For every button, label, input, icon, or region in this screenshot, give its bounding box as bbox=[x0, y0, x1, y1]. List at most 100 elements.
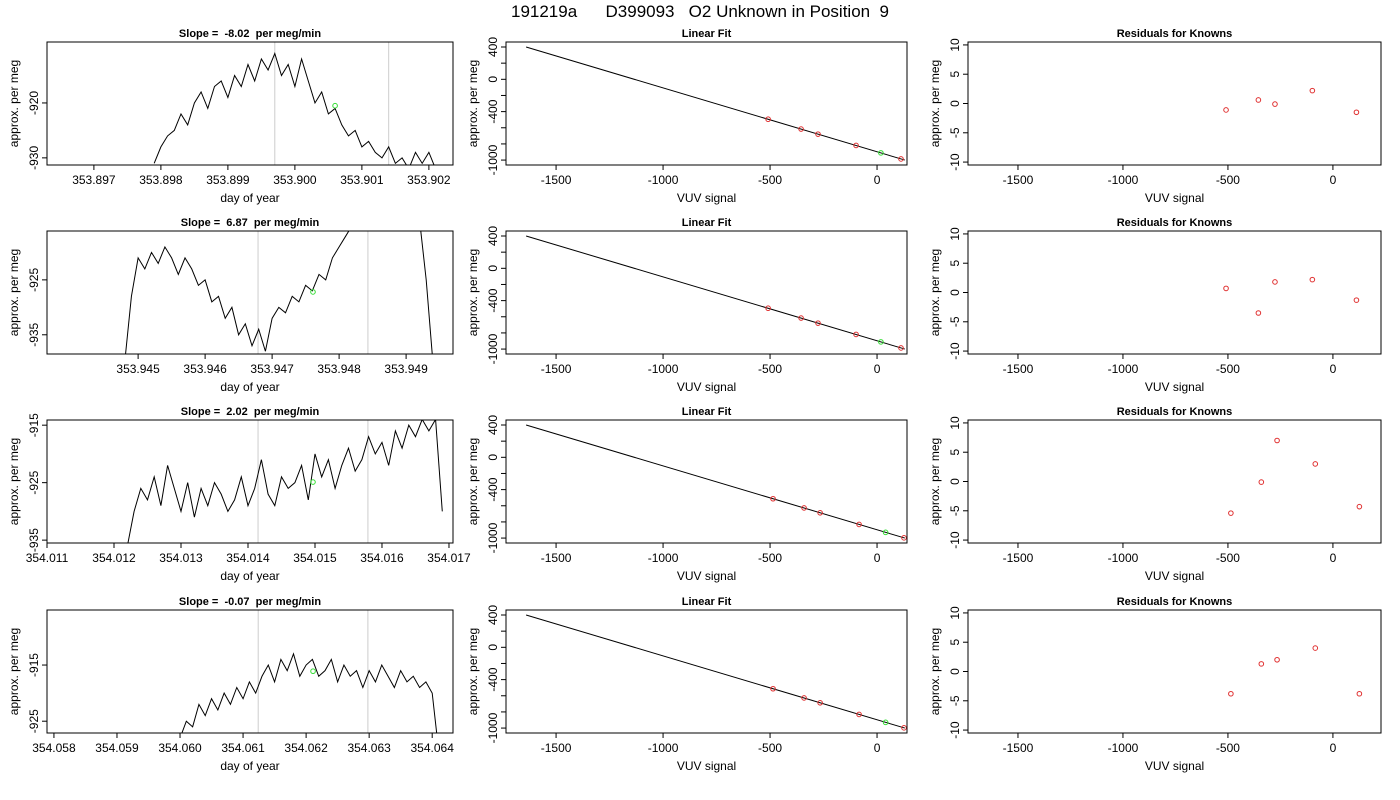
plot-area bbox=[525, 235, 906, 351]
x-tick-label: -500 bbox=[758, 551, 782, 565]
y-axis-label: approx. per meg bbox=[466, 60, 480, 147]
point bbox=[1356, 503, 1363, 510]
x-tick-label: -1000 bbox=[648, 362, 679, 376]
x-tick-label: 354.012 bbox=[92, 551, 136, 565]
plot-area bbox=[125, 231, 433, 354]
x-tick-label: -1000 bbox=[1108, 551, 1139, 565]
x-tick-label: -500 bbox=[1216, 741, 1240, 755]
x-axis-label: VUV signal bbox=[1145, 380, 1204, 394]
x-tick-label: 354.061 bbox=[221, 741, 265, 755]
point bbox=[1312, 461, 1319, 467]
y-axis-label: approx. per meg bbox=[928, 60, 942, 147]
point bbox=[1309, 276, 1316, 283]
unknown-point bbox=[878, 150, 884, 156]
point bbox=[898, 156, 904, 162]
x-tick-label: -500 bbox=[758, 173, 782, 187]
point bbox=[1258, 661, 1265, 667]
x-tick-label: -1500 bbox=[1003, 362, 1034, 376]
y-tick-label: 400 bbox=[486, 226, 500, 246]
x-tick-label: 0 bbox=[1330, 551, 1337, 565]
y-axis-label: approx. per meg bbox=[7, 438, 21, 525]
point bbox=[1274, 656, 1280, 663]
y-tick-label: -5 bbox=[948, 695, 962, 706]
plot-area bbox=[1228, 645, 1363, 697]
plot-frame bbox=[505, 609, 908, 734]
unknown-point bbox=[882, 529, 889, 536]
y-tick-label: -400 bbox=[486, 99, 500, 123]
unknown-point bbox=[332, 102, 338, 109]
y-tick-label: 5 bbox=[948, 71, 962, 78]
y-tick-label: -10 bbox=[948, 531, 962, 549]
point bbox=[1309, 87, 1316, 94]
x-axis-label: VUV signal bbox=[677, 759, 736, 773]
point bbox=[1272, 279, 1278, 285]
y-tick-label: -1000 bbox=[486, 522, 500, 553]
point bbox=[1255, 310, 1262, 316]
x-tick-label: -1000 bbox=[1108, 741, 1139, 755]
x-tick-label: -1500 bbox=[541, 362, 572, 376]
point bbox=[1255, 97, 1262, 103]
y-tick-label: 400 bbox=[486, 415, 500, 435]
y-tick-label: 10 bbox=[948, 416, 962, 430]
y-axis-label: approx. per meg bbox=[928, 249, 942, 336]
y-tick-label: -1000 bbox=[486, 144, 500, 175]
x-axis-label: VUV signal bbox=[677, 191, 736, 205]
y-tick-label: 10 bbox=[948, 606, 962, 620]
plot-area bbox=[153, 42, 435, 165]
y-axis-label: approx. per meg bbox=[928, 628, 942, 715]
point bbox=[798, 126, 804, 132]
y-tick-label: 400 bbox=[486, 605, 500, 625]
x-tick-label: 0 bbox=[874, 362, 881, 376]
y-tick-label: 0 bbox=[486, 454, 500, 461]
point bbox=[815, 320, 821, 326]
point bbox=[1353, 297, 1360, 303]
panel-title: Residuals for Knowns bbox=[1117, 217, 1233, 229]
x-tick-label: -1000 bbox=[648, 173, 679, 187]
y-tick-label: -5 bbox=[948, 127, 962, 138]
plot-frame bbox=[967, 609, 1382, 734]
plot-area bbox=[1228, 437, 1363, 516]
x-tick-label: 354.063 bbox=[347, 741, 391, 755]
x-axis-label: day of year bbox=[220, 759, 279, 773]
point bbox=[817, 509, 823, 516]
x-tick-label: -500 bbox=[1216, 173, 1240, 187]
x-tick-label: -1500 bbox=[1003, 551, 1034, 565]
plot-frame bbox=[46, 41, 454, 166]
point bbox=[1223, 285, 1229, 292]
fit-line bbox=[525, 235, 906, 350]
x-tick-label: 353.900 bbox=[273, 173, 317, 187]
panel-title: Slope = -0.07 per meg/min bbox=[179, 596, 321, 608]
y-tick-label: -400 bbox=[486, 667, 500, 691]
x-tick-label: 0 bbox=[1330, 173, 1337, 187]
unknown-point bbox=[310, 289, 316, 295]
point bbox=[765, 305, 771, 312]
plot-frame bbox=[505, 41, 908, 166]
y-tick-label: -10 bbox=[948, 153, 962, 171]
panel-title: Linear Fit bbox=[682, 406, 732, 418]
x-axis-label: VUV signal bbox=[1145, 759, 1204, 773]
unknown-point bbox=[310, 668, 316, 675]
plot-frame bbox=[46, 609, 454, 734]
plot-area bbox=[525, 46, 906, 162]
x-tick-label: 354.059 bbox=[95, 741, 139, 755]
point bbox=[1353, 109, 1360, 116]
point bbox=[1274, 437, 1280, 444]
y-tick-label: 10 bbox=[948, 227, 962, 241]
panel-title: Linear Fit bbox=[682, 217, 732, 229]
point bbox=[1228, 510, 1234, 516]
x-tick-label: -1500 bbox=[541, 741, 572, 755]
x-tick-label: -1000 bbox=[648, 741, 679, 755]
unknown-point bbox=[882, 719, 889, 726]
y-axis-label: approx. per meg bbox=[466, 628, 480, 715]
y-tick-label: 0 bbox=[948, 289, 962, 296]
y-tick-label: -5 bbox=[948, 316, 962, 327]
y-tick-label: 0 bbox=[486, 76, 500, 83]
x-tick-label: 354.017 bbox=[427, 551, 471, 565]
y-tick-label: -935 bbox=[27, 528, 41, 552]
plot-area bbox=[1223, 276, 1360, 316]
x-axis-label: day of year bbox=[220, 380, 279, 394]
x-axis-label: VUV signal bbox=[677, 569, 736, 583]
y-tick-label: 5 bbox=[948, 639, 962, 646]
x-tick-label: -500 bbox=[758, 362, 782, 376]
